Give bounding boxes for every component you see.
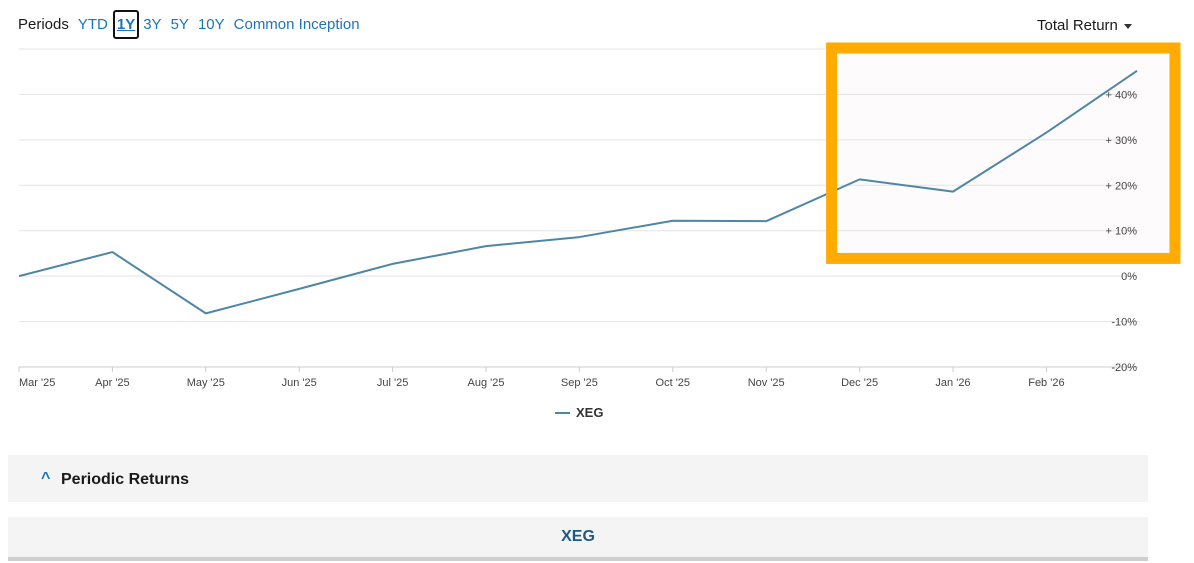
total-return-dropdown[interactable]: Total Return — [1037, 17, 1132, 34]
y-tick-label: + 10% — [1106, 226, 1138, 238]
x-tick-label: Jun '25 — [282, 377, 317, 389]
chart-legend[interactable]: XEG — [555, 405, 603, 420]
periodic-returns-title: Periodic Returns — [61, 471, 190, 488]
returns-chart: + 40% + 30% + 20% + 10% 0% -10% -20% Mar '25 Apr… — [18, 42, 1181, 389]
chevron-up-icon: ^ — [41, 470, 51, 487]
returns-table-header: XEG — [8, 517, 1148, 561]
table-ticker-label: XEG — [561, 528, 595, 545]
x-tick-label: Apr '25 — [95, 377, 130, 389]
periods-label: Periods — [18, 16, 69, 33]
x-tick-label: Oct '25 — [656, 377, 691, 389]
y-tick-label: + 30% — [1106, 135, 1138, 147]
x-tick-label: Jul '25 — [377, 377, 408, 389]
highlight-region-border — [826, 42, 1181, 264]
y-tick-label: -10% — [1111, 317, 1137, 329]
series-line-xeg — [18, 69, 1138, 315]
period-1y-tab[interactable]: 1Y — [112, 10, 140, 39]
y-tick-label: + 20% — [1106, 180, 1138, 192]
x-tick-label: Sep '25 — [561, 377, 598, 389]
y-tick-label: + 40% — [1106, 89, 1138, 101]
caret-down-icon — [1123, 23, 1132, 29]
y-tick-label: -20% — [1111, 362, 1137, 374]
period-10y-tab[interactable]: 10Y — [197, 16, 225, 33]
x-tick-label: Dec '25 — [841, 377, 878, 389]
x-tick-label: May '25 — [187, 377, 225, 389]
total-return-label: Total Return — [1037, 17, 1118, 34]
x-tick-label: Mar '25 — [19, 377, 55, 389]
y-tick-label: 0% — [1121, 271, 1137, 283]
period-common-inception-tab[interactable]: Common Inception — [233, 16, 360, 33]
legend-label: XEG — [576, 405, 604, 420]
legend-line-swatch — [555, 411, 570, 414]
x-tick-label: Nov '25 — [748, 377, 785, 389]
period-3y-tab[interactable]: 3Y — [143, 16, 162, 33]
periodic-returns-header[interactable]: ^ Periodic Returns — [8, 455, 1148, 502]
period-5y-tab[interactable]: 5Y — [170, 16, 189, 33]
x-tick-label: Feb '26 — [1028, 377, 1064, 389]
periods-selector: Periods YTD 1Y 3Y 5Y 10Y Common Inceptio… — [18, 10, 369, 39]
x-tick-label: Aug '25 — [468, 377, 505, 389]
period-ytd-tab[interactable]: YTD — [77, 16, 108, 33]
x-tick-label: Jan '26 — [935, 377, 970, 389]
